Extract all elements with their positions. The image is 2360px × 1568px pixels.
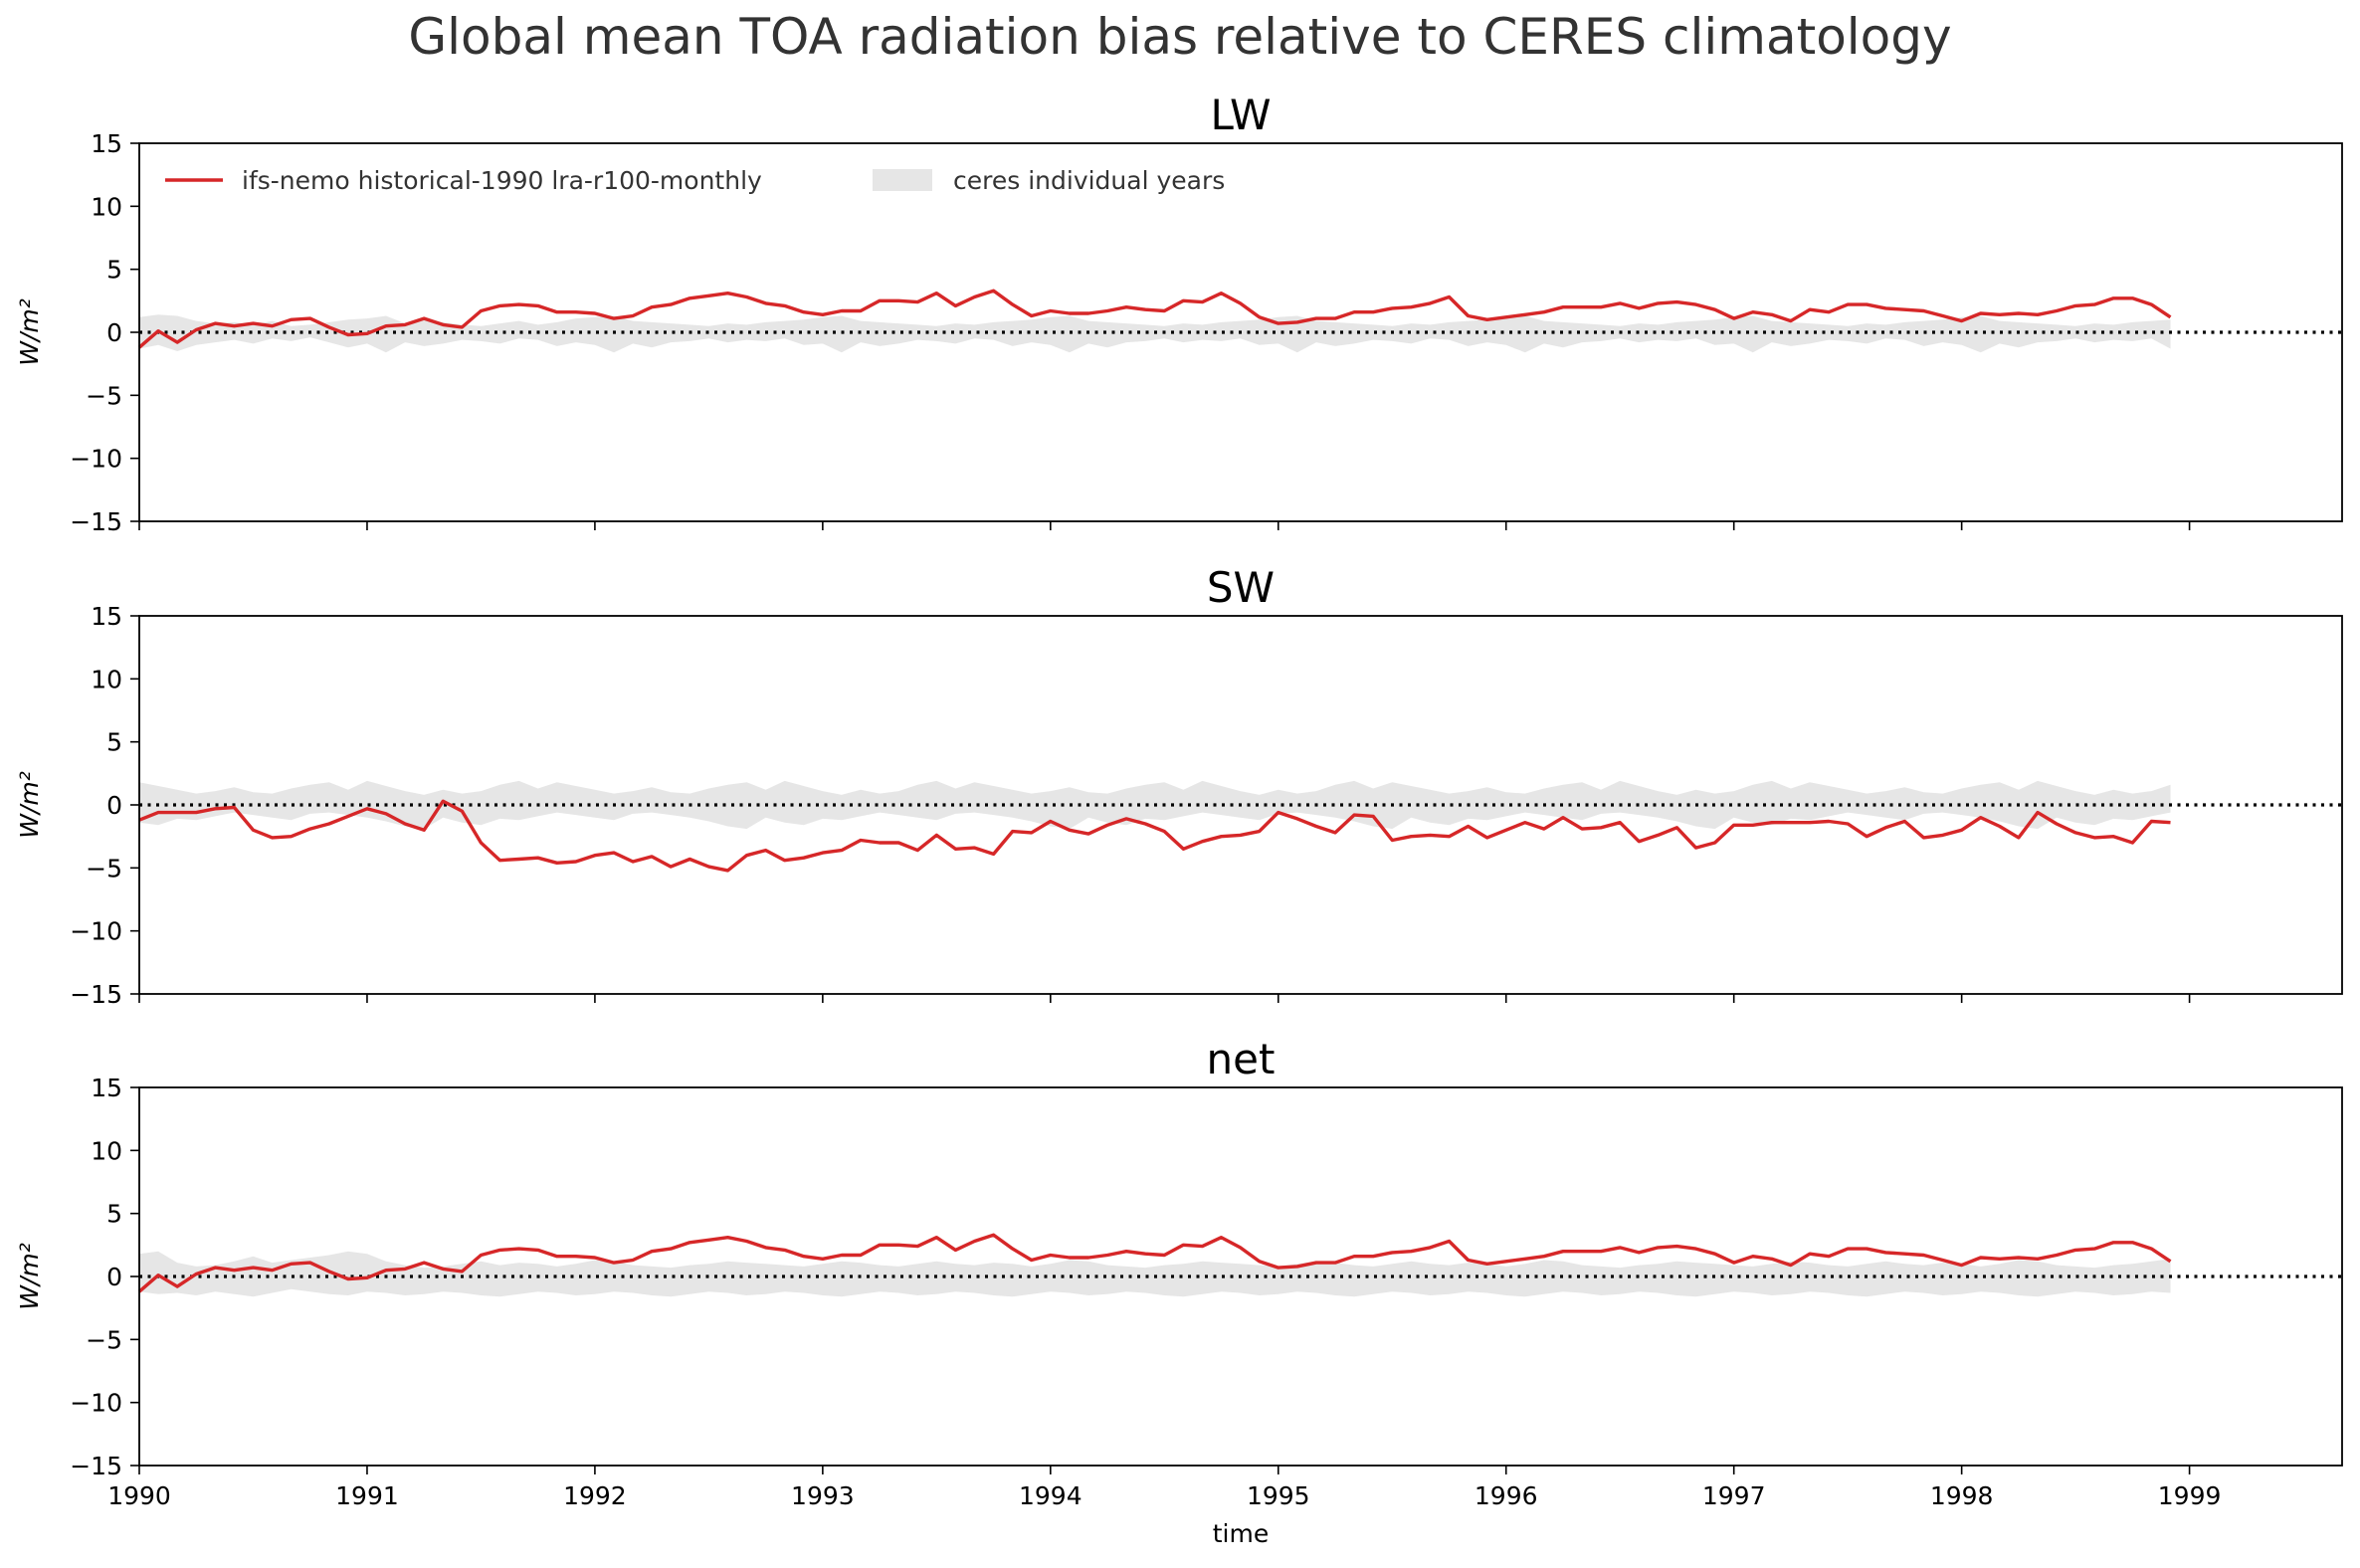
y-tick-label: 10 [91,192,122,221]
legend-label-model: ifs-nemo historical-1990 lra-r100-monthl… [242,166,762,195]
y-tick-label: 10 [91,1136,122,1165]
y-tick-label: 0 [106,1263,122,1291]
y-tick-label: 15 [91,602,122,631]
legend-swatch-band [873,169,932,191]
y-tick-label: −10 [70,917,122,946]
y-tick-label: 0 [106,791,122,820]
panel-title: SW [1207,563,1275,612]
x-tick-label: 1995 [1247,1481,1310,1510]
panel-lw: 15 10 5 0 −5 −10 −15 LW W/m² ifs-nemo historical-… [15,91,2343,536]
legend-label-ceres: ceres individual years [953,166,1225,195]
panel-sw: 15 10 5 0 −5 −10 −15 SW W/m² [15,563,2343,1009]
x-tick-label: 1990 [107,1481,171,1510]
panel-title: net [1207,1035,1276,1083]
model-series-line [137,1233,2172,1293]
x-tick-label: 1998 [1930,1481,1994,1510]
x-tick-label: 1991 [335,1481,399,1510]
y-tick-label: −5 [86,381,122,410]
y-tick-label: 5 [106,728,122,757]
x-tick-label: 1999 [2158,1481,2222,1510]
figure-title: Global mean TOA radiation bias relative … [408,8,1952,66]
y-tick-label: 15 [91,129,122,158]
x-axis-label: time [1213,1519,1269,1548]
ceres-band [139,1251,2171,1297]
model-series-line [137,289,2172,349]
y-axis-label: W/m² [15,771,44,839]
y-tick-label: −15 [70,507,122,536]
model-series-line [138,799,2171,873]
y-tick-label: 15 [91,1074,122,1102]
y-tick-label: −10 [70,1389,122,1418]
legend: ifs-nemo historical-1990 lra-r100-monthl… [165,166,1225,195]
y-tick-label: −5 [86,854,122,882]
x-tick-label: 1994 [1019,1481,1082,1510]
y-tick-label: −5 [86,1325,122,1354]
y-tick-label: 10 [91,665,122,693]
y-axis-label: W/m² [15,298,44,366]
y-tick-label: 5 [106,256,122,285]
x-tick-label: 1997 [1702,1481,1766,1510]
y-tick-label: −15 [70,980,122,1009]
x-tick-label: 1993 [791,1481,855,1510]
x-tick-label: 1996 [1475,1481,1538,1510]
y-tick-label: 0 [106,318,122,347]
y-axis-label: W/m² [15,1243,44,1310]
y-tick-label: −10 [70,445,122,474]
y-tick-label: 5 [106,1200,122,1229]
y-tick-label: −15 [70,1452,122,1480]
panel-title: LW [1210,91,1271,139]
x-tick-label: 1992 [563,1481,627,1510]
